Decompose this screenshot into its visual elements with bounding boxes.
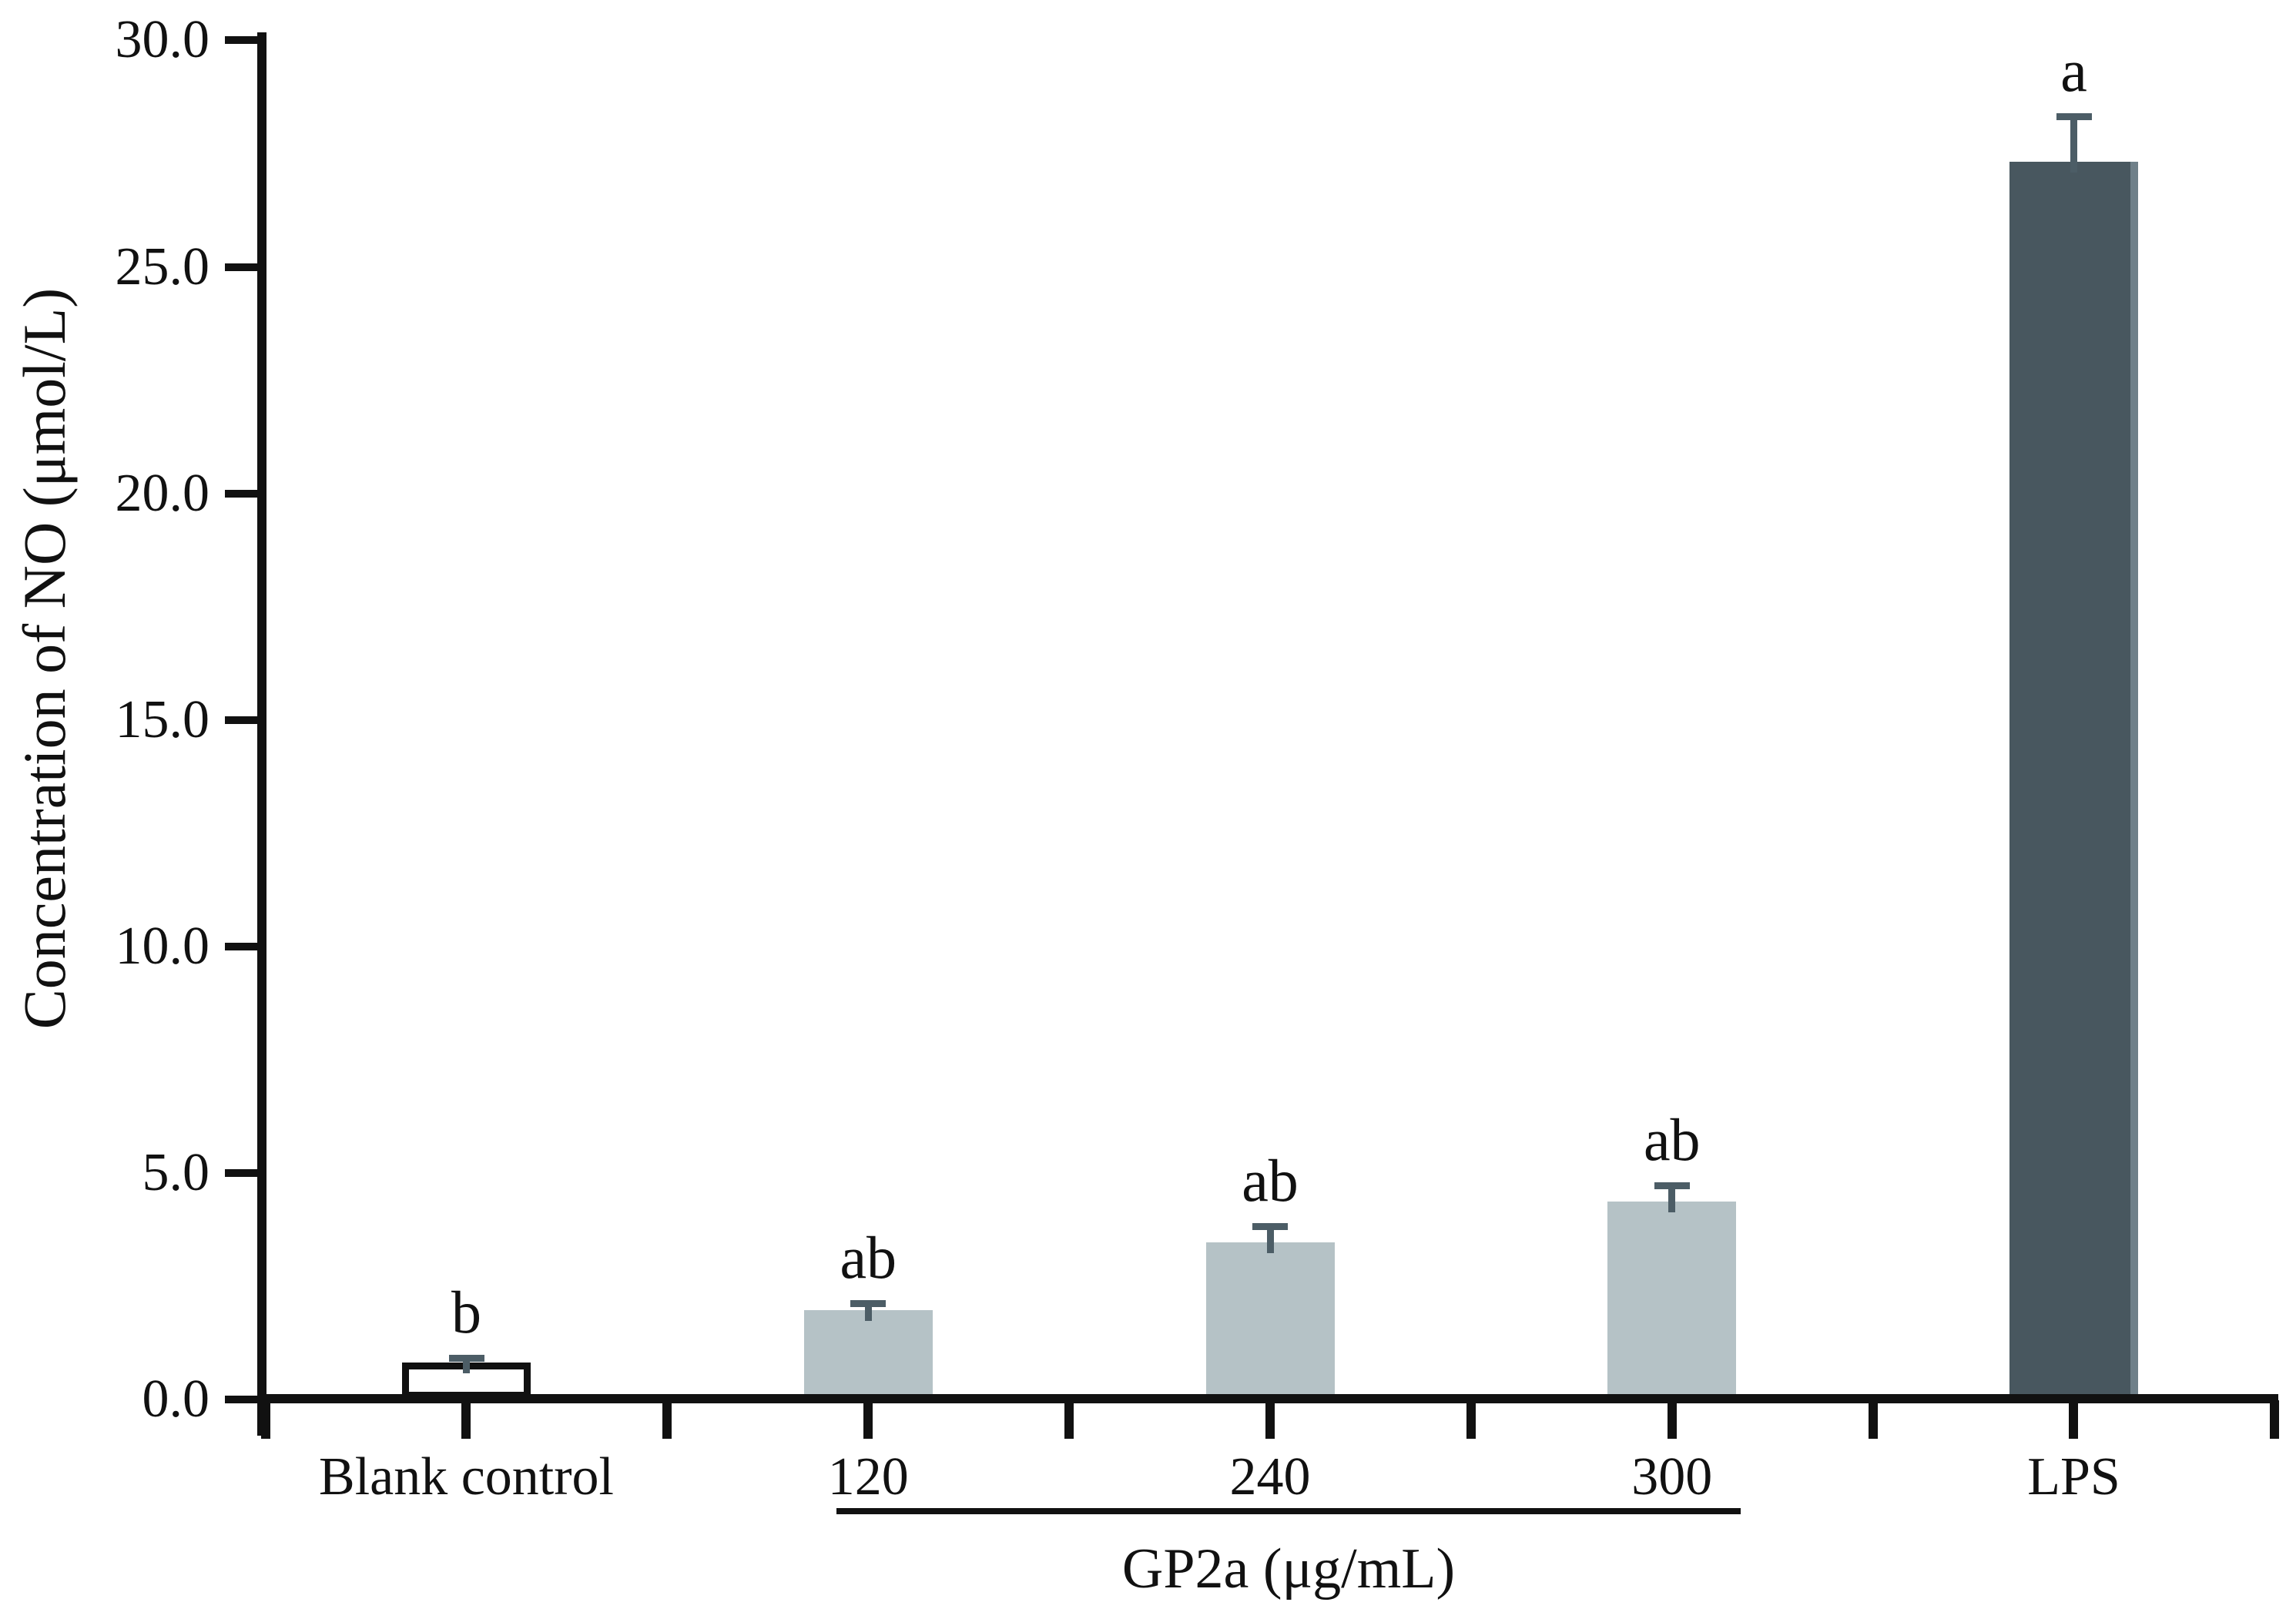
group-underline	[836, 1508, 1741, 1514]
error-bar-stem	[463, 1357, 470, 1373]
error-bar-stem	[864, 1303, 872, 1322]
x-axis-tick	[1064, 1400, 1074, 1439]
x-axis-tick-label: 120	[827, 1447, 909, 1507]
significance-label: a	[2060, 37, 2087, 105]
error-bar-cap	[1654, 1182, 1690, 1190]
bar-120	[803, 1310, 933, 1399]
x-axis-tick	[1265, 1400, 1275, 1439]
y-axis-tick-label: 20.0	[115, 463, 210, 523]
y-axis-tick	[225, 1168, 262, 1177]
x-axis-tick	[863, 1400, 873, 1439]
y-axis-line	[257, 32, 266, 1436]
y-axis-tick-label: 15.0	[115, 689, 210, 749]
x-axis-tick-label: 240	[1229, 1447, 1311, 1507]
bar-240	[1205, 1242, 1335, 1399]
y-axis-tick	[225, 263, 262, 271]
bar-300	[1607, 1202, 1737, 1399]
y-axis-tick	[225, 36, 262, 45]
y-axis-tick-label: 30.0	[115, 10, 210, 70]
x-axis-tick	[2270, 1400, 2280, 1439]
y-axis-tick	[225, 942, 262, 950]
error-bar-stem	[1668, 1185, 1676, 1212]
x-axis-tick-label: Blank control	[319, 1447, 614, 1507]
x-axis-tick	[260, 1400, 270, 1439]
significance-label: ab	[1643, 1106, 1701, 1174]
x-axis-tick	[1667, 1400, 1677, 1439]
error-bar-cap	[2056, 113, 2092, 121]
y-axis-tick-label: 5.0	[142, 1142, 210, 1202]
x-axis-group-title: GP2a (μg/mL)	[1121, 1537, 1456, 1601]
baseline-stripe	[257, 1386, 2278, 1394]
significance-label: ab	[840, 1224, 897, 1292]
x-axis-tick	[1868, 1400, 1878, 1439]
x-axis-tick-label: LPS	[2027, 1447, 2120, 1507]
y-axis-tick	[225, 489, 262, 498]
significance-label: b	[451, 1278, 481, 1346]
x-axis-tick	[461, 1400, 471, 1439]
y-axis-tick-label: 10.0	[115, 916, 210, 976]
y-axis-tick-label: 25.0	[115, 236, 210, 297]
x-axis-tick	[2069, 1400, 2079, 1439]
x-axis-tick-label: 300	[1631, 1447, 1713, 1507]
bar-lps	[2009, 162, 2138, 1399]
error-bar-stem	[2070, 116, 2077, 173]
error-bar-cap	[1252, 1223, 1288, 1231]
y-axis-tick	[225, 716, 262, 724]
x-axis-line	[257, 1394, 2278, 1403]
error-bar-cap	[448, 1354, 484, 1362]
error-bar-stem	[1266, 1226, 1274, 1253]
x-axis-tick	[1466, 1400, 1476, 1439]
y-axis-tick	[225, 1396, 262, 1403]
x-axis-tick	[662, 1400, 672, 1439]
y-axis-tick-label: 0.0	[142, 1369, 210, 1429]
significance-label: ab	[1242, 1147, 1299, 1215]
error-bar-cap	[850, 1300, 887, 1308]
